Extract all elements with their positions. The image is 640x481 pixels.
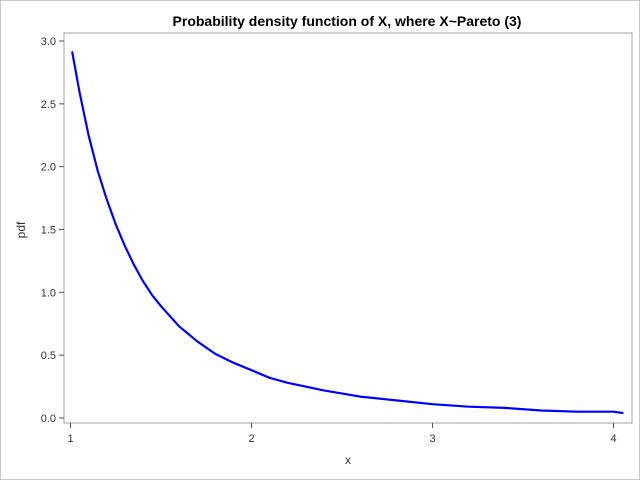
y-axis: 0.0 0.5 1.0 1.5 2.0 2.5 3.0: [41, 36, 64, 425]
y-tick-label: 2.5: [41, 99, 56, 111]
y-tick-label: 2.0: [41, 162, 56, 174]
x-tick-label: 1: [67, 433, 73, 445]
y-tick-label: 1.0: [41, 287, 56, 299]
x-axis: 1 2 3 4: [67, 423, 617, 445]
x-tick-label: 2: [248, 433, 254, 445]
x-axis-label: x: [345, 453, 351, 467]
y-tick-label: 1.5: [41, 225, 56, 237]
plot-area: [63, 32, 633, 424]
y-tick-label: 0.0: [41, 413, 56, 425]
y-tick-label: 3.0: [41, 36, 56, 48]
series-line: [71, 51, 624, 415]
chart-title: Probability density function of X, where…: [173, 13, 522, 29]
y-axis-label: pdf: [14, 221, 28, 238]
x-tick-label: 4: [610, 433, 616, 445]
x-tick-label: 3: [429, 433, 435, 445]
y-tick-label: 0.5: [41, 350, 56, 362]
series-group: [71, 51, 624, 415]
